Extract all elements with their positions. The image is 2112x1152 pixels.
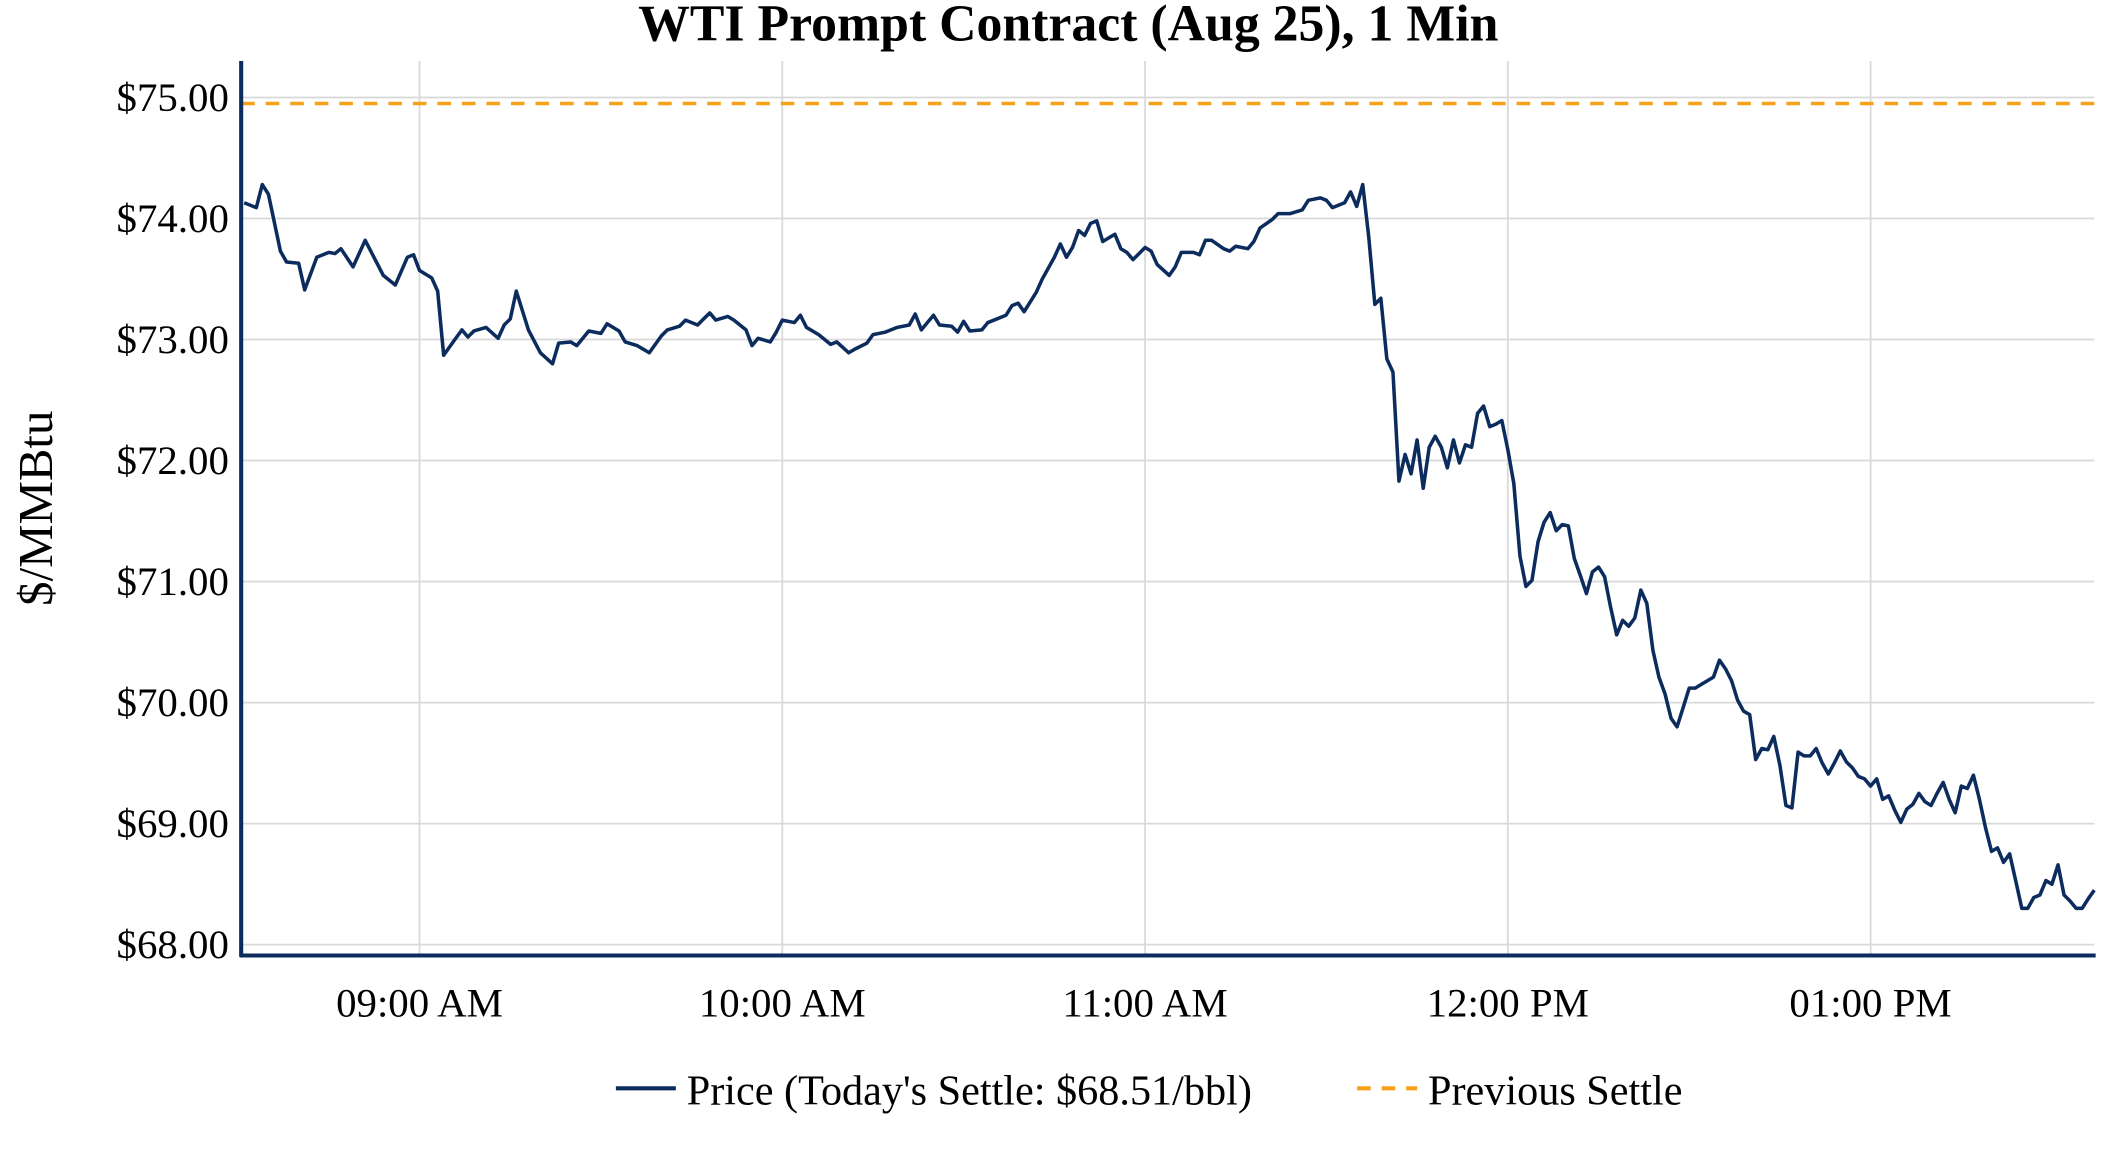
x-tick-label: 10:00 AM [699, 981, 866, 1026]
x-axis-ticks: 09:00 AM 10:00 AM 11:00 AM 12:00 PM 01:00 PM [336, 981, 1952, 1026]
y-tick-label: $71.00 [117, 559, 229, 604]
price-series-line [243, 182, 2096, 911]
x-tick-label: 09:00 AM [336, 981, 503, 1026]
x-tick-label: 11:00 AM [1062, 981, 1227, 1026]
legend-previous-settle-label: Previous Settle [1428, 1068, 1682, 1115]
x-tick-label: 12:00 PM [1427, 981, 1589, 1026]
y-tick-label: $75.00 [117, 75, 229, 120]
gridlines [241, 60, 2095, 956]
y-tick-label: $73.00 [117, 317, 229, 362]
x-tick-label: 01:00 PM [1789, 981, 1951, 1026]
y-tick-label: $72.00 [117, 438, 229, 483]
chart-title: WTI Prompt Contract (Aug 25), 1 Min [638, 0, 1498, 53]
y-tick-label: $69.00 [117, 801, 229, 846]
y-axis-label: $/MMBtu [8, 411, 63, 606]
y-tick-label: $74.00 [117, 196, 229, 241]
y-tick-label: $68.00 [117, 922, 229, 967]
legend: Price (Today's Settle: $68.51/bbl) Previ… [615, 1068, 1682, 1115]
legend-price-label: Price (Today's Settle: $68.51/bbl) [687, 1068, 1252, 1115]
y-tick-label: $70.00 [117, 680, 229, 725]
y-axis-ticks: $68.00 $69.00 $70.00 $71.00 $72.00 $73.00 $74.… [117, 75, 229, 967]
price-points [244, 184, 2095, 909]
